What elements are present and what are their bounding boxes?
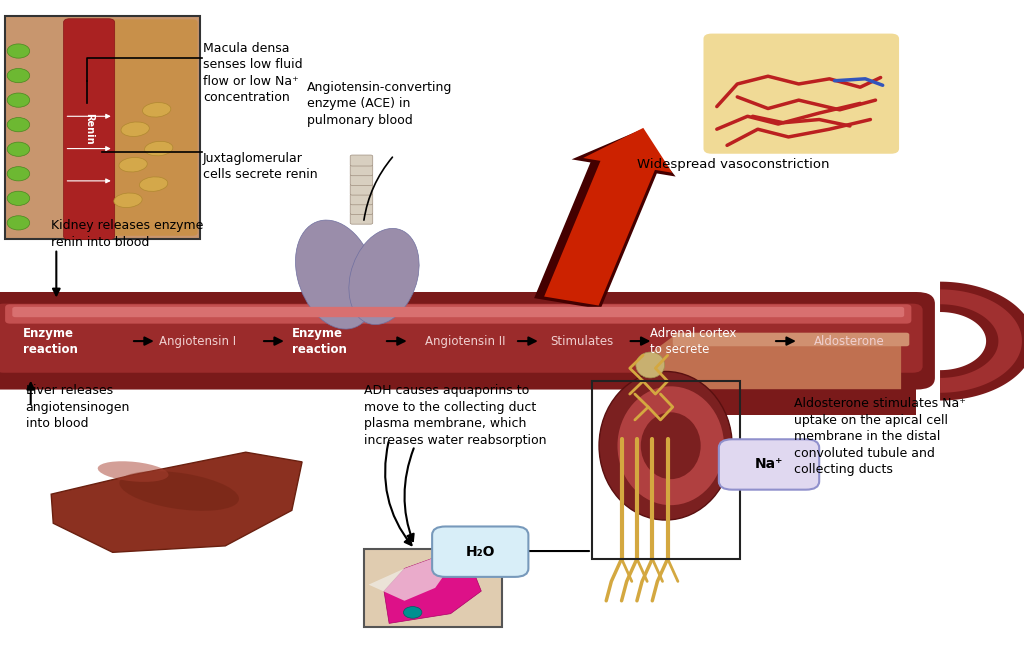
Ellipse shape bbox=[121, 122, 150, 136]
Text: Liver releases
angiotensinogen
into blood: Liver releases angiotensinogen into bloo… bbox=[26, 384, 130, 430]
Ellipse shape bbox=[144, 141, 173, 156]
FancyBboxPatch shape bbox=[0, 292, 935, 390]
FancyBboxPatch shape bbox=[0, 304, 923, 373]
Text: Adrenal cortex
to secrete: Adrenal cortex to secrete bbox=[650, 327, 736, 355]
FancyArrow shape bbox=[635, 335, 901, 395]
FancyBboxPatch shape bbox=[5, 16, 200, 239]
Circle shape bbox=[403, 607, 422, 618]
Ellipse shape bbox=[97, 461, 169, 482]
FancyBboxPatch shape bbox=[719, 439, 819, 490]
Text: Aldosterone stimulates Na⁺
uptake on the apical cell
membrane in the distal
conv: Aldosterone stimulates Na⁺ uptake on the… bbox=[794, 397, 966, 476]
Polygon shape bbox=[384, 556, 481, 623]
Ellipse shape bbox=[617, 386, 724, 505]
FancyBboxPatch shape bbox=[350, 194, 373, 205]
Text: Angiotensin II: Angiotensin II bbox=[425, 335, 506, 348]
Ellipse shape bbox=[636, 352, 665, 378]
Ellipse shape bbox=[139, 177, 168, 191]
Ellipse shape bbox=[120, 471, 239, 511]
FancyBboxPatch shape bbox=[432, 526, 528, 577]
Text: Na⁺: Na⁺ bbox=[755, 457, 783, 472]
FancyBboxPatch shape bbox=[703, 34, 899, 154]
FancyArrow shape bbox=[650, 341, 916, 415]
Polygon shape bbox=[369, 556, 456, 601]
FancyArrow shape bbox=[544, 128, 673, 306]
Ellipse shape bbox=[114, 193, 142, 207]
Polygon shape bbox=[51, 452, 302, 552]
Text: Aldosterone: Aldosterone bbox=[814, 335, 885, 348]
Text: Kidney releases enzyme
renin into blood: Kidney releases enzyme renin into blood bbox=[51, 219, 204, 249]
Text: Juxtaglomerular
cells secrete renin: Juxtaglomerular cells secrete renin bbox=[203, 152, 317, 182]
Ellipse shape bbox=[296, 220, 376, 329]
Text: Renin: Renin bbox=[84, 114, 94, 145]
FancyBboxPatch shape bbox=[63, 19, 115, 240]
FancyBboxPatch shape bbox=[673, 333, 909, 346]
Circle shape bbox=[7, 93, 30, 107]
Circle shape bbox=[7, 191, 30, 205]
FancyBboxPatch shape bbox=[350, 184, 373, 195]
Circle shape bbox=[7, 142, 30, 156]
Text: Angiotensin I: Angiotensin I bbox=[159, 335, 236, 348]
Ellipse shape bbox=[119, 158, 147, 172]
Text: H₂O: H₂O bbox=[466, 545, 495, 559]
FancyBboxPatch shape bbox=[350, 155, 373, 166]
FancyBboxPatch shape bbox=[103, 19, 198, 236]
Polygon shape bbox=[940, 282, 1024, 401]
FancyArrow shape bbox=[535, 130, 676, 309]
Text: Angiotensin-converting
enzyme (ACE) in
pulmonary blood: Angiotensin-converting enzyme (ACE) in p… bbox=[307, 81, 453, 127]
Text: Stimulates: Stimulates bbox=[550, 335, 613, 348]
Ellipse shape bbox=[142, 103, 171, 117]
Circle shape bbox=[7, 216, 30, 230]
Ellipse shape bbox=[349, 229, 419, 324]
Ellipse shape bbox=[641, 412, 700, 479]
FancyBboxPatch shape bbox=[350, 203, 373, 214]
Text: Enzyme
reaction: Enzyme reaction bbox=[292, 327, 347, 355]
FancyBboxPatch shape bbox=[12, 307, 904, 317]
FancyBboxPatch shape bbox=[350, 213, 373, 224]
FancyBboxPatch shape bbox=[350, 165, 373, 176]
Text: ADH causes aquaporins to
move to the collecting duct
plasma membrane, which
incr: ADH causes aquaporins to move to the col… bbox=[364, 384, 546, 447]
Circle shape bbox=[7, 44, 30, 58]
Ellipse shape bbox=[599, 371, 732, 520]
Polygon shape bbox=[940, 289, 1022, 393]
Text: Macula densa
senses low fluid
flow or low Na⁺
concentration: Macula densa senses low fluid flow or lo… bbox=[203, 42, 302, 105]
Circle shape bbox=[7, 167, 30, 181]
FancyBboxPatch shape bbox=[364, 549, 502, 627]
Text: Widespread vasoconstriction: Widespread vasoconstriction bbox=[637, 158, 829, 171]
Text: Enzyme
reaction: Enzyme reaction bbox=[23, 327, 78, 355]
Circle shape bbox=[7, 118, 30, 132]
Circle shape bbox=[7, 68, 30, 83]
FancyBboxPatch shape bbox=[5, 304, 911, 324]
FancyBboxPatch shape bbox=[350, 174, 373, 185]
